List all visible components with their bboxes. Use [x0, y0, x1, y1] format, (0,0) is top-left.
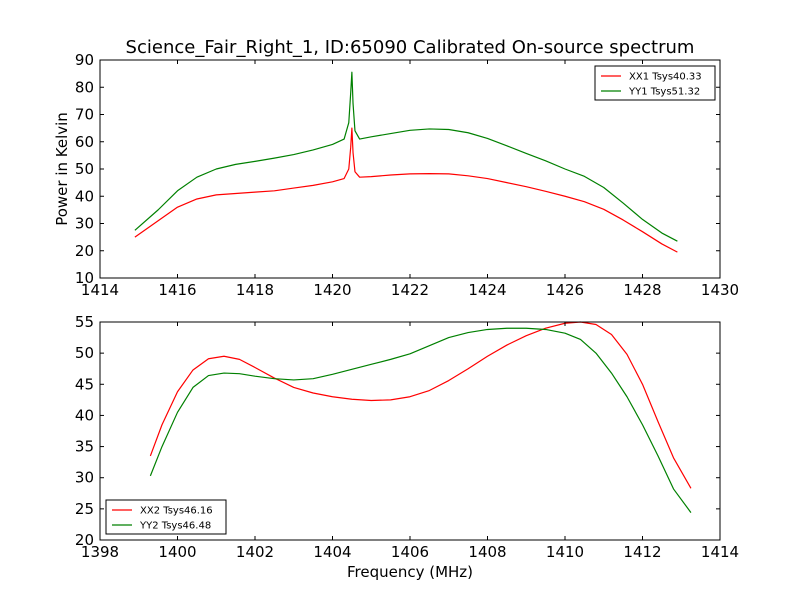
y-tick-label: 30	[75, 215, 94, 233]
y-tick-label: 45	[75, 375, 94, 393]
y-tick-label: 25	[75, 500, 94, 518]
x-tick-label: 1412	[623, 543, 661, 561]
legend-entry: XX1 Tsys40.33	[629, 72, 702, 83]
x-tick-label: 1428	[623, 281, 661, 299]
x-tick-label: 1400	[158, 543, 196, 561]
x-tick-label: 1408	[468, 543, 506, 561]
y-tick-label: 80	[75, 78, 94, 96]
x-tick-label: 1422	[391, 281, 429, 299]
x-tick-label: 1418	[236, 281, 274, 299]
y-tick-label: 20	[75, 531, 94, 549]
x-tick-label: 1426	[546, 281, 584, 299]
chart-title: Science_Fair_Right_1, ID:65090 Calibrate…	[126, 37, 695, 58]
x-tick-label: 1398	[81, 543, 119, 561]
series-line-1-1	[134, 127, 678, 253]
legend: XX2 Tsys46.16 YY2 Tsys46.48	[105, 499, 227, 535]
x-tick-label: 1430	[701, 281, 739, 299]
y-tick-label: 35	[75, 438, 94, 456]
lower-x-axis-label: Frequency (MHz)	[347, 563, 473, 581]
upper-plot-panel: 1414 1416 1418 1420 1422 1424 1426 1428 1430 10 20…	[75, 51, 739, 299]
x-tick-label: 1416	[158, 281, 196, 299]
y-tick-label: 50	[75, 160, 94, 178]
legend-entry: YY1 Tsys51.32	[628, 87, 700, 98]
x-tick-label: 1420	[313, 281, 351, 299]
legend-entry: XX2 Tsys46.16	[140, 506, 213, 517]
lower-plot-panel: 1398 1400 1402 1404 1406 1408 1410 1412 1414 20 25…	[75, 313, 739, 561]
series-line-2-1	[149, 321, 692, 489]
x-tick-label: 1402	[236, 543, 274, 561]
legend-entry: YY2 Tsys46.48	[139, 521, 211, 532]
y-tick-label: 90	[75, 51, 94, 69]
x-tick-label: 1424	[468, 281, 506, 299]
upper-y-axis-label: Power in Kelvin	[53, 112, 71, 226]
legend: XX1 Tsys40.33 YY1 Tsys51.32	[594, 65, 716, 101]
y-tick-label: 55	[75, 313, 94, 331]
y-tick-label: 40	[75, 187, 94, 205]
x-tick-label: 1406	[391, 543, 429, 561]
y-tick-label: 30	[75, 469, 94, 487]
y-tick-label: 60	[75, 133, 94, 151]
y-tick-label: 10	[75, 269, 94, 287]
x-tick-label: 1414	[81, 281, 119, 299]
x-tick-label: 1410	[546, 543, 584, 561]
x-tick-label: 1414	[701, 543, 739, 561]
series-line-2-2	[149, 327, 692, 513]
y-tick-label: 20	[75, 242, 94, 260]
series-line-1-2	[134, 71, 678, 242]
y-tick-label: 50	[75, 344, 94, 362]
y-tick-label: 40	[75, 406, 94, 424]
x-tick-label: 1404	[313, 543, 351, 561]
y-tick-label: 70	[75, 106, 94, 124]
